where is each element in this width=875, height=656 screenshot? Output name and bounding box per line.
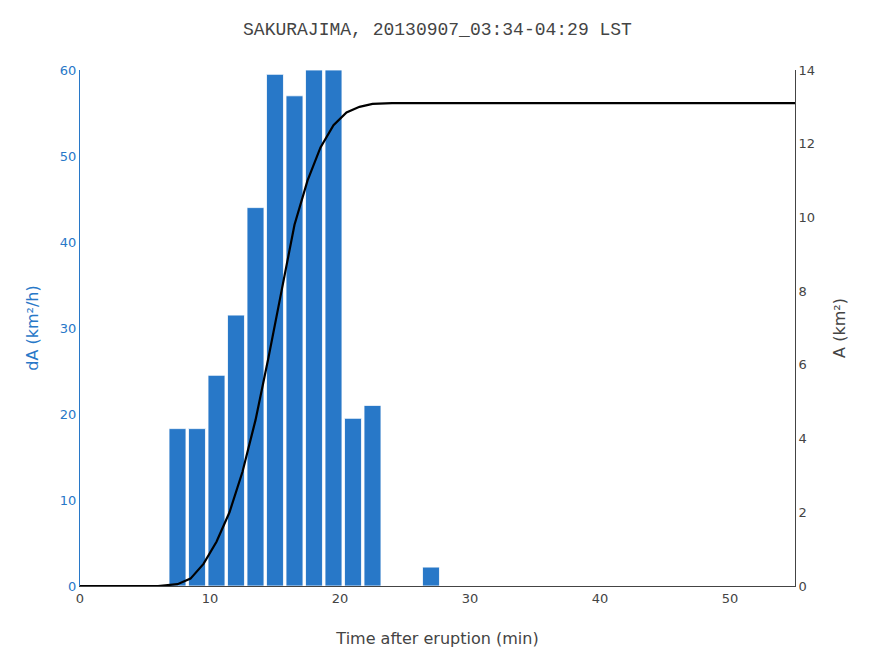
svg-text:A (km²): A (km²): [830, 298, 849, 358]
svg-text:20: 20: [332, 591, 349, 606]
svg-text:50: 50: [60, 149, 77, 164]
svg-text:10: 10: [799, 210, 816, 225]
svg-text:50: 50: [722, 591, 739, 606]
svg-text:0: 0: [76, 591, 84, 606]
svg-text:30: 30: [462, 591, 479, 606]
svg-text:6: 6: [799, 357, 807, 372]
svg-text:8: 8: [799, 284, 807, 299]
svg-text:12: 12: [799, 136, 816, 151]
svg-text:14: 14: [799, 63, 816, 78]
svg-text:10: 10: [60, 493, 77, 508]
svg-text:60: 60: [60, 63, 77, 78]
svg-text:0: 0: [799, 579, 807, 594]
svg-text:2: 2: [799, 505, 807, 520]
svg-text:0: 0: [68, 579, 76, 594]
svg-text:dA (km²/h): dA (km²/h): [23, 285, 42, 370]
svg-text:10: 10: [202, 591, 219, 606]
svg-text:20: 20: [60, 407, 77, 422]
svg-text:40: 40: [60, 235, 77, 250]
svg-text:4: 4: [799, 431, 807, 446]
svg-text:SAKURAJIMA, 20130907_03:34-04:: SAKURAJIMA, 20130907_03:34-04:29 LST: [243, 20, 632, 40]
svg-text:40: 40: [592, 591, 609, 606]
svg-text:30: 30: [60, 321, 77, 336]
svg-text:Time after eruption (min): Time after eruption (min): [335, 629, 538, 648]
